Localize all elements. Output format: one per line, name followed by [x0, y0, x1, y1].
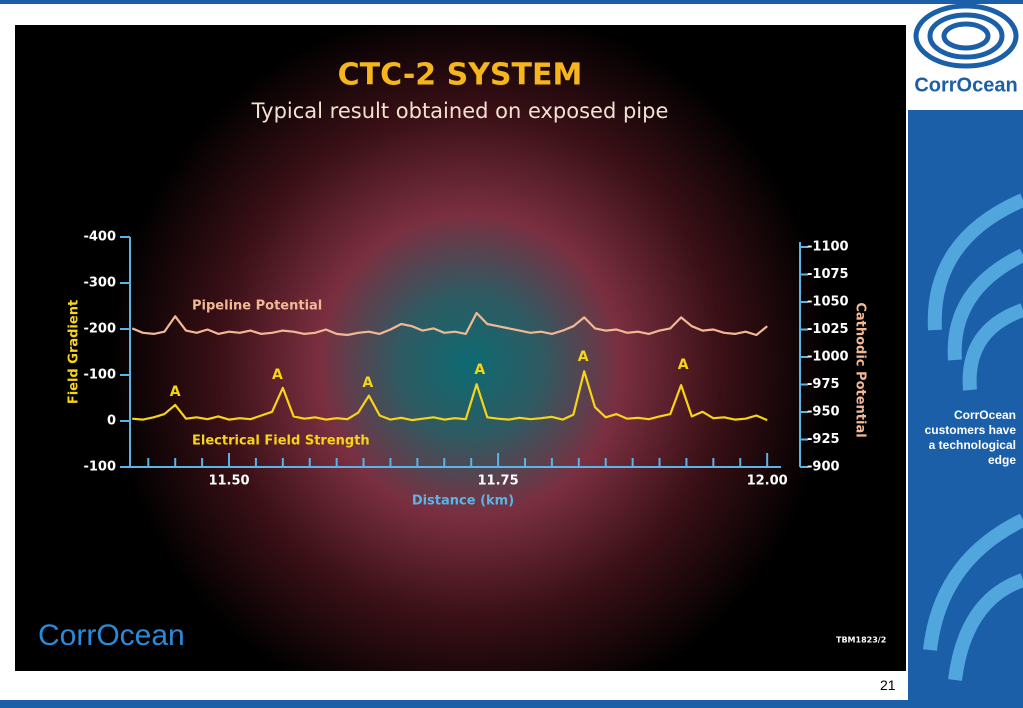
series-line: [131, 311, 768, 337]
top-rule: [0, 0, 1023, 4]
sidebar-text: CorrOcean customers have a technological…: [924, 408, 1016, 467]
x-axis-label: Distance (km): [412, 494, 514, 509]
chart: CTC-2 SYSTEM Typical result obtained on …: [67, 58, 868, 509]
top-logo-mark: [913, 3, 1019, 69]
annotation: A: [170, 384, 181, 400]
series-line: [132, 370, 768, 422]
y-tick-label: 0: [107, 414, 116, 429]
annotation: A: [474, 362, 485, 378]
series-label: Pipeline Potential: [192, 299, 322, 314]
y2-tick-label: -975: [807, 377, 840, 392]
y-tick-label: -300: [83, 276, 116, 291]
page-number: 21: [880, 677, 896, 693]
y-tick-label: -100: [83, 368, 116, 383]
annotation: A: [678, 357, 689, 373]
reference: TBM1823/2: [836, 636, 886, 645]
series-label: Electrical Field Strength: [192, 434, 370, 449]
y2-axis-label: Cathodic Potential: [853, 302, 868, 437]
annotation: A: [272, 367, 283, 383]
panel-glow: [15, 25, 906, 671]
annotation: A: [362, 375, 373, 391]
y-tick-label: -400: [83, 230, 116, 245]
sidebar-swirl: [923, 193, 1023, 681]
y2-tick-label: -950: [807, 405, 840, 420]
footer-logo: CorrOcean: [38, 619, 185, 652]
x-tick-label: 12.00: [747, 474, 788, 489]
y-tick-label: -200: [83, 322, 116, 337]
y2-tick-label: -1075: [807, 267, 849, 282]
y2-tick-label: -1050: [807, 295, 849, 310]
x-tick-label: 11.50: [208, 474, 249, 489]
bottom-rule: [0, 700, 1023, 708]
annotation: A: [578, 349, 589, 365]
y-tick-label: -100: [83, 460, 116, 475]
y2-tick-label: -925: [807, 432, 840, 447]
top-logo: CorrOcean: [914, 74, 1017, 96]
y2-tick-label: -1000: [807, 350, 849, 365]
y2-tick-label: -900: [807, 460, 840, 475]
chart-title: CTC-2 SYSTEM: [338, 58, 583, 93]
sidebar: [908, 110, 1023, 700]
y2-tick-label: -1025: [807, 322, 849, 337]
chart-subtitle: Typical result obtained on exposed pipe: [251, 99, 669, 123]
y2-tick-label: -1100: [807, 240, 849, 255]
x-tick-label: 11.75: [478, 474, 519, 489]
y-axis-label: Field Gradient: [67, 300, 82, 404]
